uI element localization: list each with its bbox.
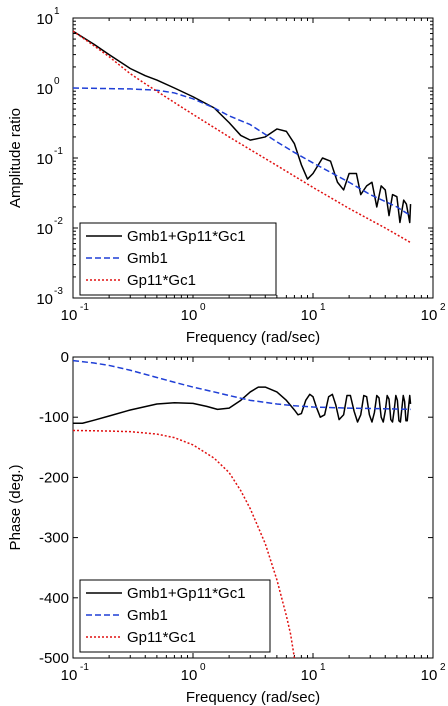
y-tick-label: -100 (39, 409, 69, 426)
series-line (73, 359, 411, 411)
x-tick-exponent: 0 (200, 662, 206, 673)
x-axis-label: Frequency (rad/sec) (186, 689, 320, 706)
x-tick-exponent: 1 (320, 662, 326, 673)
x-tick-exponent: -1 (80, 302, 89, 313)
series-lines (73, 30, 412, 244)
y-tick-label: 10 (36, 221, 53, 238)
x-tick-exponent: 2 (440, 662, 446, 673)
y-tick-exponent: -2 (54, 216, 63, 227)
y-tick-label: 10 (36, 151, 53, 168)
y-tick-exponent: -3 (54, 286, 63, 297)
legend-entry: Gmb1+Gp11*Gc1 (127, 228, 246, 245)
y-tick-exponent: 0 (54, 76, 60, 87)
legend-box (79, 222, 277, 296)
x-tick-label: 10 (61, 307, 78, 324)
y-tick-label: -200 (39, 469, 69, 486)
y-axis-label: Phase (deg.) (7, 465, 24, 551)
phase-plot: 10 -1 10 0 10 1 10 20-100-200-300-400-500Freque… (7, 349, 446, 706)
legend-entry: Gp11*Gc1 (127, 629, 196, 646)
series-line (73, 386, 412, 424)
legend-entry: Gmb1 (127, 607, 168, 624)
x-tick-label: 10 (421, 667, 438, 684)
y-tick-label: -400 (39, 590, 69, 607)
y-tick-exponent: 1 (54, 6, 60, 17)
y-tick-label: -300 (39, 530, 69, 547)
x-tick-label: 10 (181, 307, 198, 324)
y-tick-label: 10 (36, 11, 53, 28)
x-tick-exponent: 1 (320, 302, 326, 313)
series-line (73, 30, 412, 224)
x-tick-label: 10 (301, 307, 318, 324)
x-tick-exponent: 0 (200, 302, 206, 313)
x-tick-label: 10 (61, 667, 78, 684)
series-line (73, 87, 411, 217)
legend-entry: Gmb1 (127, 250, 168, 267)
x-axis-label: Frequency (rad/sec) (186, 329, 320, 346)
y-axis-label: Amplitude ratio (7, 108, 24, 208)
x-tick-label: 10 (421, 307, 438, 324)
legend: Gmb1+Gp11*Gc1 Gmb1 Gp11*Gc1 (79, 579, 271, 653)
x-tick-exponent: 2 (440, 302, 446, 313)
y-tick-label: 0 (61, 349, 69, 366)
series-lines (73, 359, 412, 658)
x-tick-exponent: -1 (80, 662, 89, 673)
legend-entry: Gmb1+Gp11*Gc1 (127, 585, 246, 602)
legend-box (79, 579, 271, 653)
y-tick-label: 10 (36, 81, 53, 98)
legend-entry: Gp11*Gc1 (127, 272, 196, 289)
x-tick-label: 10 (301, 667, 318, 684)
series-line (73, 30, 411, 244)
legend: Gmb1+Gp11*Gc1 Gmb1 Gp11*Gc1 (79, 222, 277, 296)
y-tick-label: -500 (39, 650, 69, 667)
amplitude-plot: 10 -1 10 0 10 1 10 210 -310 -210 -110 010 1Frequency… (7, 6, 446, 346)
x-tick-label: 10 (181, 667, 198, 684)
y-tick-exponent: -1 (54, 146, 63, 157)
y-tick-label: 10 (36, 291, 53, 308)
